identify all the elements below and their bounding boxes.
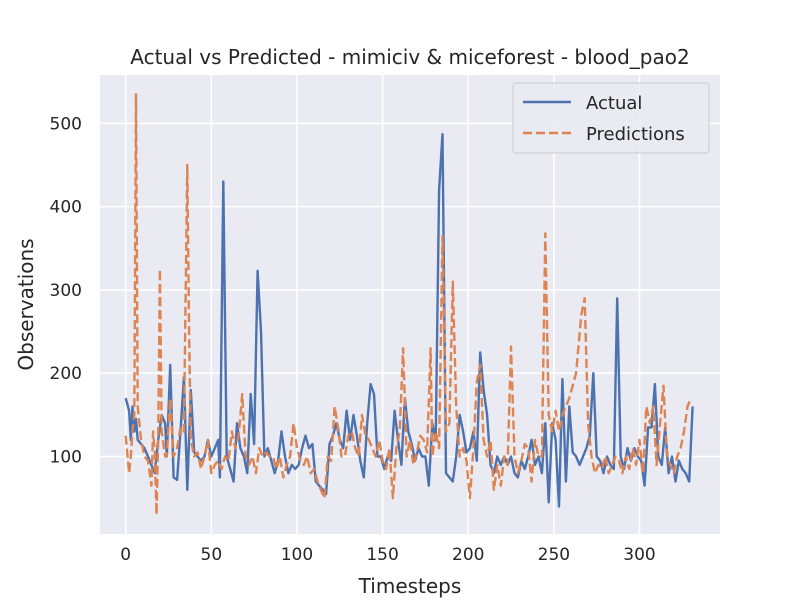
x-tick-label: 100 xyxy=(281,545,313,565)
y-tick-label: 100 xyxy=(50,448,82,468)
y-tick-label: 500 xyxy=(50,114,82,134)
x-tick-label: 150 xyxy=(366,545,398,565)
y-tick-label: 200 xyxy=(50,364,82,384)
legend-label-actual: Actual xyxy=(586,93,642,114)
x-tick-label: 50 xyxy=(201,545,223,565)
legend: Actual Predictions xyxy=(512,82,710,154)
x-tick-label: 200 xyxy=(452,545,484,565)
y-tick-label: 300 xyxy=(50,281,82,301)
x-tick-label: 250 xyxy=(538,545,570,565)
x-axis-label: Timesteps xyxy=(358,574,462,598)
series-layer xyxy=(124,93,694,516)
y-tick-labels: 100 200 300 400 500 xyxy=(50,114,82,467)
legend-box xyxy=(512,82,710,154)
chart-title: Actual vs Predicted - mimiciv & micefore… xyxy=(130,45,689,69)
series-line-actual xyxy=(124,132,694,508)
x-tick-label: 300 xyxy=(623,545,655,565)
y-axis-label: Observations xyxy=(14,238,38,370)
x-tick-labels: 0 50 100 150 200 250 300 xyxy=(120,545,655,565)
series-line-predictions xyxy=(124,93,693,516)
x-tick-label: 0 xyxy=(120,545,131,565)
y-tick-label: 400 xyxy=(50,198,82,218)
legend-label-predictions: Predictions xyxy=(586,124,685,145)
